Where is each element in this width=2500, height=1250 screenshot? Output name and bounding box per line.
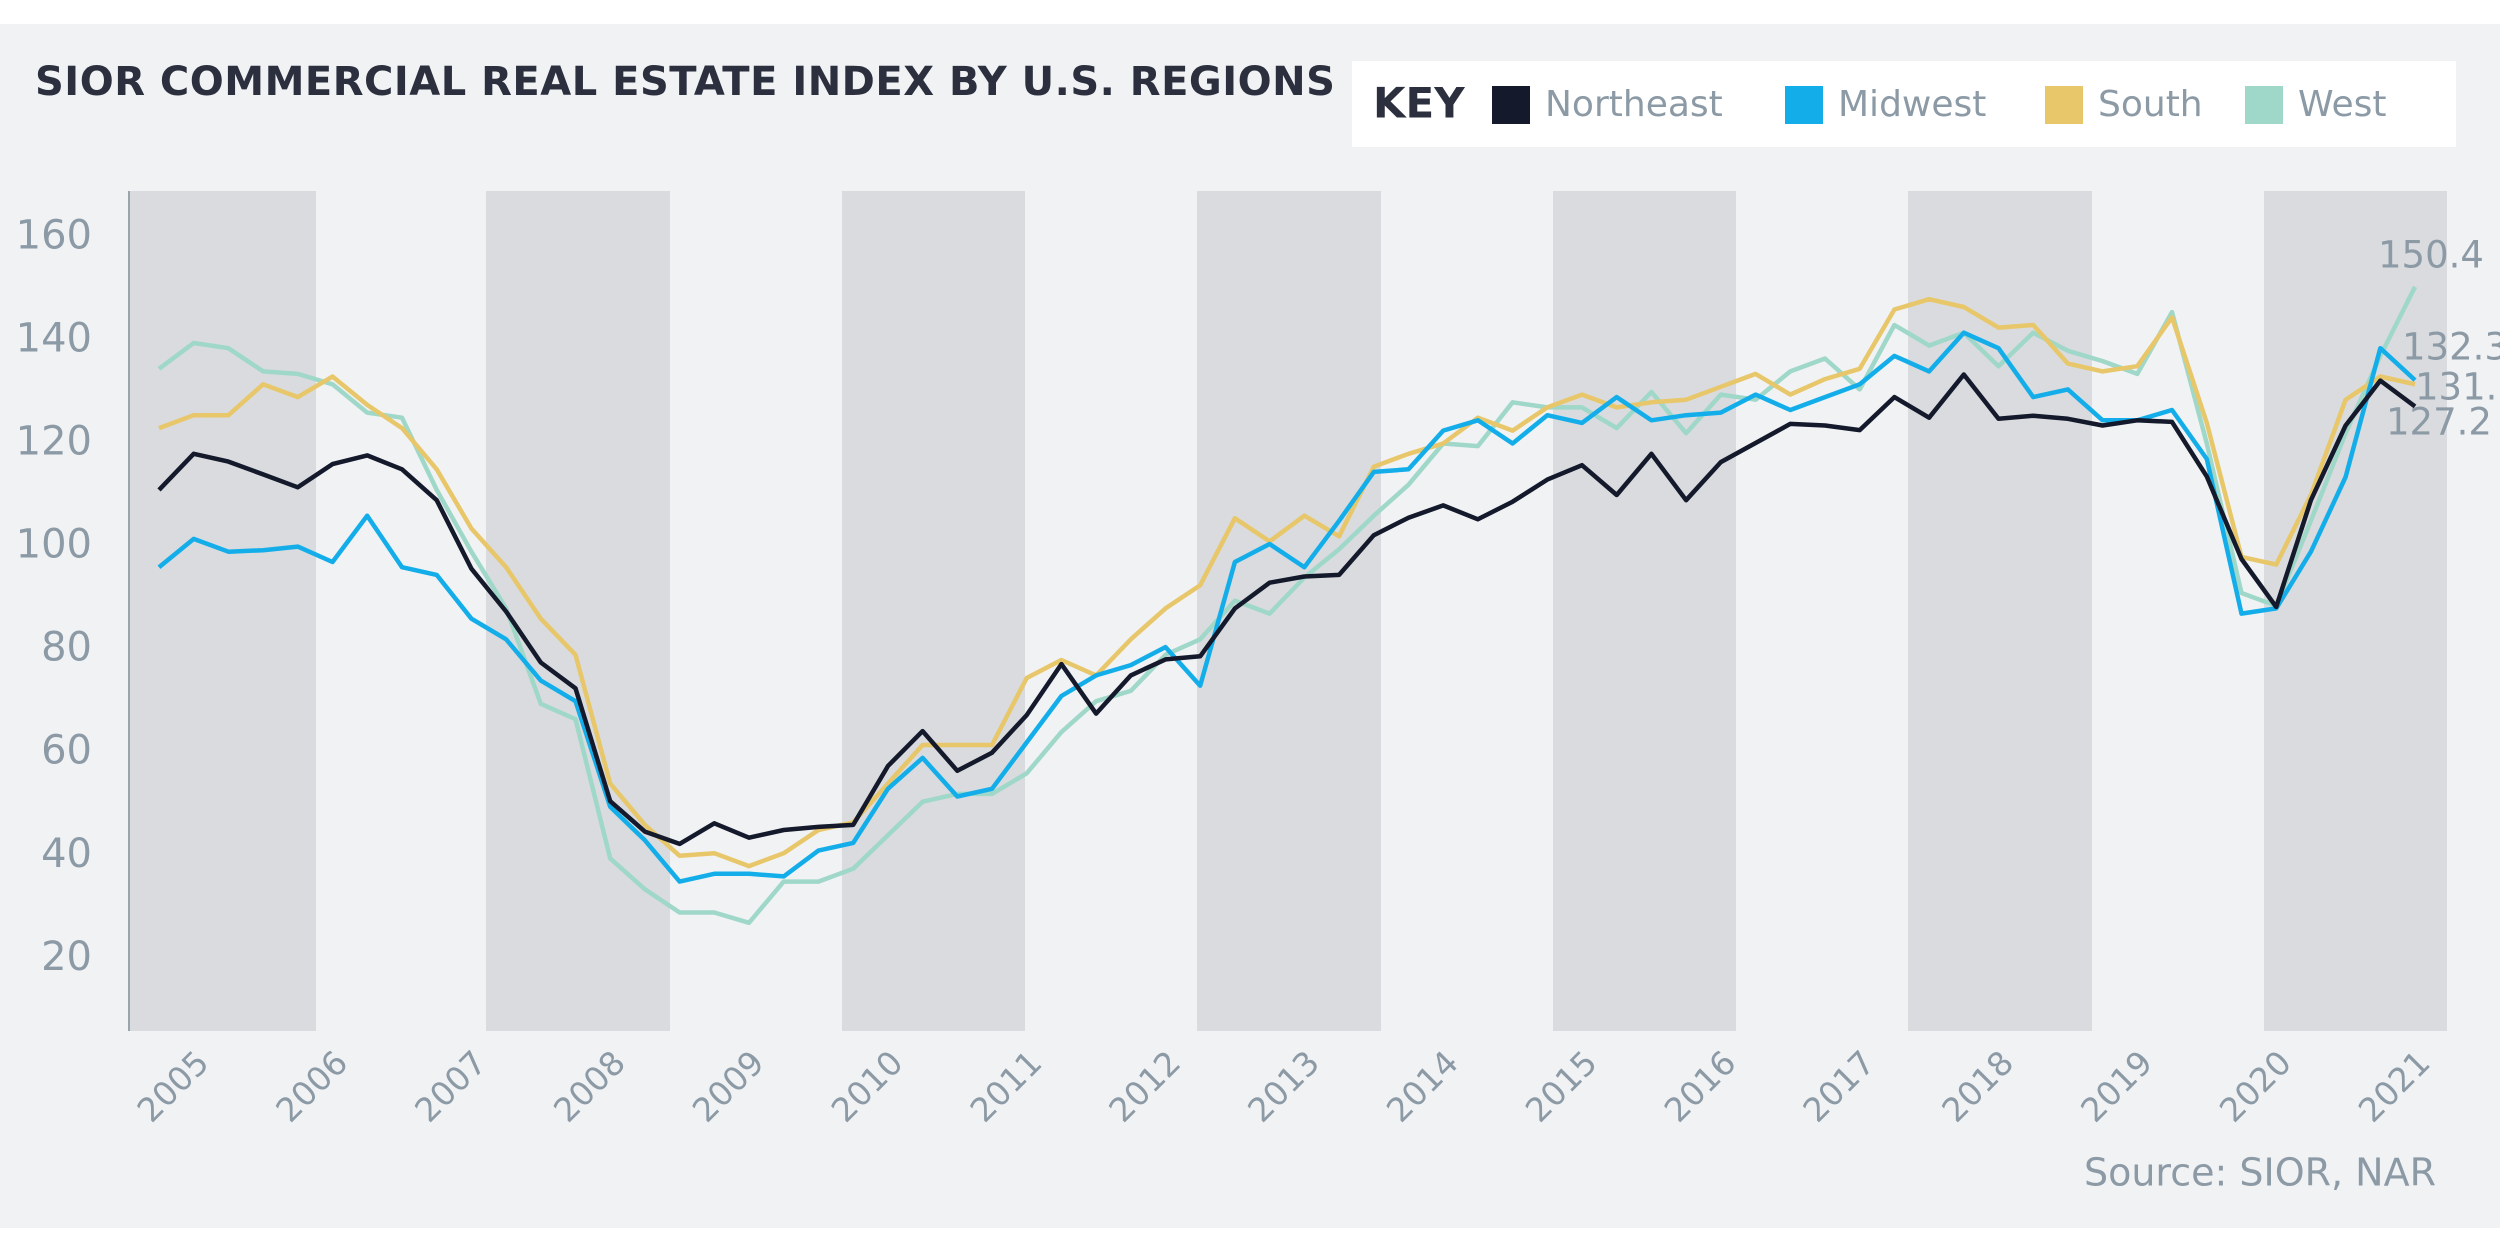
series-line bbox=[158, 296, 2416, 869]
y-tick-label: 60 bbox=[41, 728, 92, 774]
y-tick-label: 100 bbox=[16, 522, 92, 568]
legend-swatch bbox=[2045, 86, 2083, 124]
legend-label: Midwest bbox=[1838, 84, 1986, 125]
end-label: 132.3 bbox=[2402, 326, 2500, 369]
y-tick-label: 140 bbox=[16, 315, 92, 361]
band bbox=[1908, 191, 2092, 1031]
legend-label: West bbox=[2298, 84, 2387, 125]
end-label: 150.4 bbox=[2378, 234, 2484, 277]
end-label: 131.5 bbox=[2415, 366, 2500, 409]
legend-title: KEY bbox=[1373, 79, 1465, 128]
legend-swatch bbox=[1492, 86, 1530, 124]
y-tick-label: 40 bbox=[41, 831, 92, 877]
series-line bbox=[157, 285, 2418, 926]
band bbox=[1553, 191, 1736, 1031]
legend-label: South bbox=[2098, 84, 2203, 125]
y-tick-label: 120 bbox=[16, 419, 92, 465]
band bbox=[842, 191, 1025, 1031]
band bbox=[129, 191, 316, 1031]
legend-swatch bbox=[1785, 86, 1823, 124]
source: Source: SIOR, NAR bbox=[2084, 1151, 2436, 1195]
chart-title: SIOR COMMERCIAL REAL ESTATE INDEX BY U.S… bbox=[35, 59, 1335, 105]
end-label: 127.2 bbox=[2386, 401, 2492, 444]
band bbox=[486, 191, 670, 1031]
legend-label: Northeast bbox=[1545, 84, 1723, 125]
series-line bbox=[157, 330, 2417, 884]
series-line bbox=[157, 372, 2417, 847]
band bbox=[2264, 191, 2447, 1031]
y-tick-label: 160 bbox=[16, 212, 92, 258]
legend-swatch bbox=[2245, 86, 2283, 124]
y-tick-label: 80 bbox=[41, 625, 92, 671]
y-tick-label: 20 bbox=[41, 934, 92, 980]
